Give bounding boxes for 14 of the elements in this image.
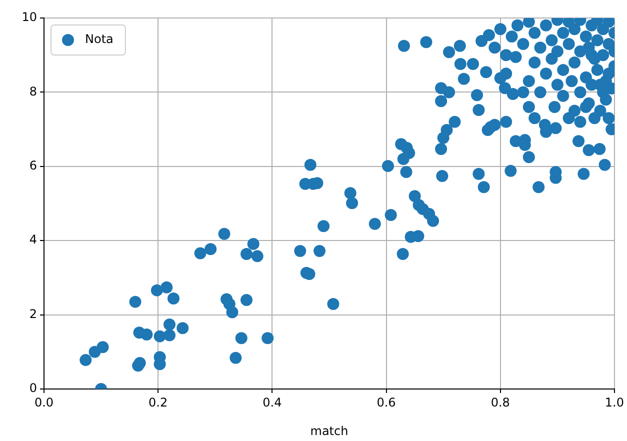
y-tick-label: 2 <box>29 306 37 321</box>
y-tick-label: 10 <box>22 10 37 24</box>
x-tick-label: 0.6 <box>376 395 396 410</box>
y-tick-label: 4 <box>29 232 37 247</box>
x-axis-title: match <box>310 424 348 438</box>
legend-label: Nota <box>85 32 114 46</box>
x-tick-label: 0.2 <box>148 395 168 410</box>
x-tick-label: 0.4 <box>262 395 282 410</box>
x-tick-label: 1.0 <box>604 395 624 410</box>
y-tick-label: 8 <box>29 84 37 98</box>
y-tick-label: 0 <box>29 381 37 396</box>
y-tick-label: 6 <box>29 158 37 173</box>
x-tick-label: 0.0 <box>34 395 54 410</box>
x-tick-label: 0.8 <box>490 395 510 410</box>
